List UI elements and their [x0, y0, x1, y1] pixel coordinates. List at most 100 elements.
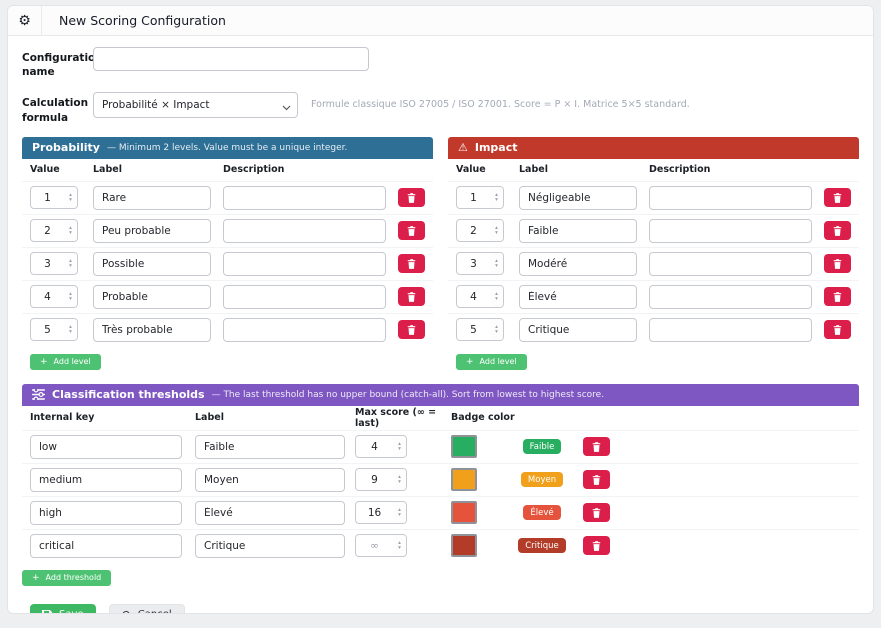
- label-input[interactable]: [93, 218, 211, 243]
- delete-row-button[interactable]: [824, 221, 851, 241]
- max-score-stepper[interactable]: ∞ ▴ ▾: [355, 534, 407, 558]
- stepper-arrows-icon[interactable]: ▴ ▾: [393, 436, 406, 458]
- delete-row-button[interactable]: [824, 287, 851, 307]
- label-input[interactable]: [519, 284, 637, 309]
- delete-row-button[interactable]: [583, 470, 610, 490]
- label-input[interactable]: [195, 533, 345, 558]
- badge-preview: Critique: [518, 538, 566, 554]
- delete-row-button[interactable]: [824, 254, 851, 274]
- value-stepper[interactable]: 3 ▴ ▾: [456, 252, 504, 276]
- stepper-arrows-icon[interactable]: ▴ ▾: [490, 253, 503, 275]
- badge-color-picker[interactable]: [451, 468, 477, 492]
- stepper-arrows-icon[interactable]: ▴ ▾: [490, 319, 503, 341]
- calculation-formula-label: Calculation formula: [22, 97, 89, 124]
- label-input[interactable]: [93, 317, 211, 342]
- description-input[interactable]: [223, 284, 386, 309]
- value-stepper[interactable]: 4 ▴ ▾: [456, 285, 504, 309]
- internal-key-input[interactable]: [30, 434, 182, 459]
- column-header-label: Label: [519, 164, 548, 176]
- value-stepper[interactable]: 2 ▴ ▾: [30, 219, 78, 243]
- internal-key-input[interactable]: [30, 533, 182, 558]
- impact-panel-header: ⚠ Impact: [448, 136, 859, 159]
- label-input[interactable]: [195, 500, 345, 525]
- stepper-arrows-icon[interactable]: ▴ ▾: [393, 535, 406, 557]
- table-row: 16 ▴▾ Élevé: [22, 495, 859, 529]
- badge-color-picker[interactable]: [451, 501, 477, 525]
- description-input[interactable]: [649, 218, 812, 243]
- max-score-text: ∞: [370, 539, 379, 552]
- delete-row-button[interactable]: [583, 536, 610, 556]
- delete-row-button[interactable]: [583, 503, 610, 523]
- calculation-formula-select[interactable]: Probabilité × Impact: [93, 92, 298, 119]
- label-input[interactable]: [519, 185, 637, 210]
- probability-panel-header: Probability — Minimum 2 levels. Value mu…: [22, 136, 433, 159]
- max-score-stepper[interactable]: 16 ▴ ▾: [355, 501, 407, 525]
- label-input[interactable]: [519, 218, 637, 243]
- delete-row-button[interactable]: [398, 287, 425, 307]
- column-header-badge-color: Badge color: [451, 412, 515, 424]
- cancel-icon: ⊗: [122, 609, 131, 613]
- delete-row-button[interactable]: [398, 188, 425, 208]
- form-area: Configuration name Calculation formula P…: [8, 36, 873, 125]
- thresholds-title: Classification thresholds: [52, 388, 205, 402]
- probability-title: Probability: [32, 141, 100, 155]
- description-input[interactable]: [649, 185, 812, 210]
- stepper-arrows-icon[interactable]: ▴ ▾: [490, 286, 503, 308]
- label-input[interactable]: [519, 317, 637, 342]
- label-input[interactable]: [195, 434, 345, 459]
- delete-row-button[interactable]: [398, 320, 425, 340]
- delete-row-button[interactable]: [824, 188, 851, 208]
- description-input[interactable]: [223, 251, 386, 276]
- add-level-button[interactable]: + Add level: [30, 353, 101, 370]
- value-stepper[interactable]: 4 ▴ ▾: [30, 285, 78, 309]
- value-stepper[interactable]: 3 ▴ ▾: [30, 252, 78, 276]
- label-input[interactable]: [93, 185, 211, 210]
- description-input[interactable]: [223, 185, 386, 210]
- column-header-internal-key: Internal key: [30, 412, 95, 424]
- description-input[interactable]: [223, 317, 386, 342]
- max-score-text: 16: [367, 506, 382, 519]
- label-input[interactable]: [93, 251, 211, 276]
- stepper-arrows-icon[interactable]: ▴ ▾: [490, 220, 503, 242]
- stepper-arrows-icon[interactable]: ▴ ▾: [64, 253, 77, 275]
- gear-icon: ⚙: [8, 6, 42, 35]
- label-input[interactable]: [195, 467, 345, 492]
- delete-row-button[interactable]: [583, 437, 610, 457]
- description-input[interactable]: [223, 218, 386, 243]
- cancel-button[interactable]: ⊗ Cancel: [108, 603, 185, 613]
- stepper-arrows-icon[interactable]: ▴ ▾: [393, 469, 406, 491]
- add-threshold-button[interactable]: + Add threshold: [22, 569, 112, 586]
- internal-key-input[interactable]: [30, 500, 182, 525]
- value-stepper[interactable]: 1 ▴ ▾: [456, 186, 504, 210]
- stepper-arrows-icon[interactable]: ▴ ▾: [64, 220, 77, 242]
- max-score-stepper[interactable]: 9 ▴ ▾: [355, 468, 407, 492]
- badge-color-picker[interactable]: [451, 435, 477, 459]
- value-stepper[interactable]: 5 ▴ ▾: [456, 318, 504, 342]
- value-stepper[interactable]: 2 ▴ ▾: [456, 219, 504, 243]
- stepper-arrows-icon[interactable]: ▴ ▾: [64, 286, 77, 308]
- description-input[interactable]: [649, 317, 812, 342]
- delete-row-button[interactable]: [398, 221, 425, 241]
- description-input[interactable]: [649, 284, 812, 309]
- description-input[interactable]: [649, 251, 812, 276]
- delete-row-button[interactable]: [824, 320, 851, 340]
- add-level-button[interactable]: + Add level: [456, 353, 527, 370]
- table-row: 4 ▴▾ Faible: [22, 429, 859, 463]
- max-score-stepper[interactable]: 4 ▴ ▾: [355, 435, 407, 459]
- stepper-arrows-icon[interactable]: ▴ ▾: [490, 187, 503, 209]
- stepper-arrows-icon[interactable]: ▴ ▾: [393, 502, 406, 524]
- value-stepper[interactable]: 1 ▴ ▾: [30, 186, 78, 210]
- label-input[interactable]: [519, 251, 637, 276]
- table-row: 5 ▴ ▾: [22, 312, 433, 346]
- level-panels: Probability — Minimum 2 levels. Value mu…: [8, 136, 873, 372]
- value-stepper[interactable]: 5 ▴ ▾: [30, 318, 78, 342]
- badge-color-picker[interactable]: [451, 534, 477, 558]
- label-input[interactable]: [93, 284, 211, 309]
- thresholds-section: Classification thresholds — The last thr…: [8, 372, 873, 588]
- stepper-arrows-icon[interactable]: ▴ ▾: [64, 319, 77, 341]
- save-button[interactable]: Save: [30, 603, 96, 613]
- stepper-arrows-icon[interactable]: ▴ ▾: [64, 187, 77, 209]
- internal-key-input[interactable]: [30, 467, 182, 492]
- delete-row-button[interactable]: [398, 254, 425, 274]
- configuration-name-input[interactable]: [93, 47, 369, 71]
